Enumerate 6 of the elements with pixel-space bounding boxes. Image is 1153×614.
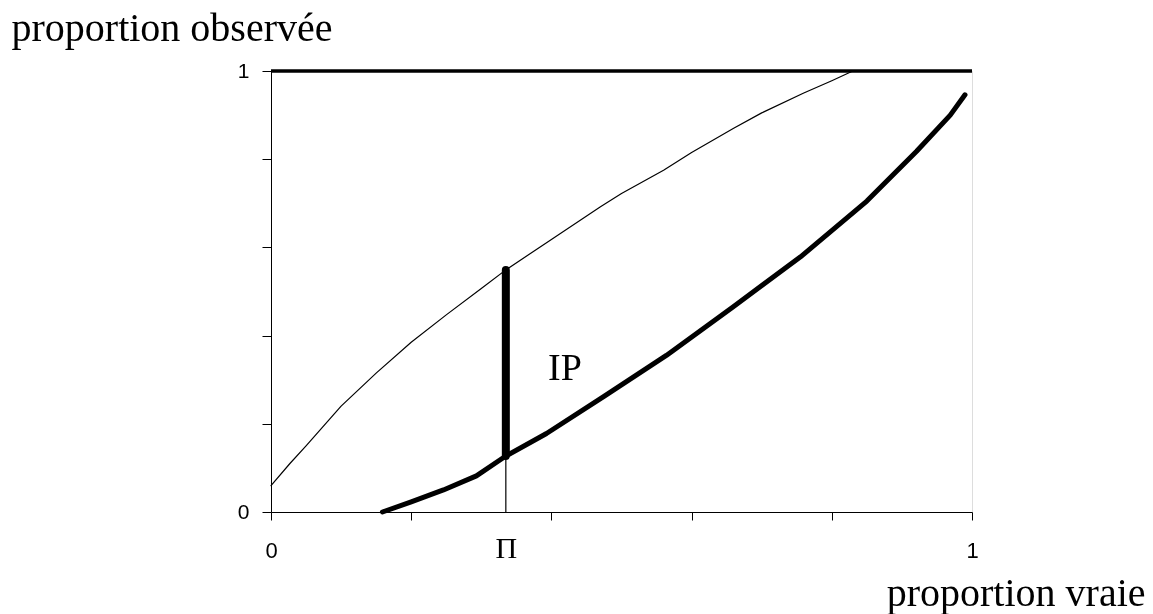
x-tick-label: Π [495,530,518,564]
y-axis-title: proportion observée [11,4,333,50]
annotation: IP [548,346,582,388]
x-tick-label: 1 [966,537,979,563]
x-tick-label: 0 [265,537,278,563]
x-axis-title: proportion vraie [886,569,1146,614]
